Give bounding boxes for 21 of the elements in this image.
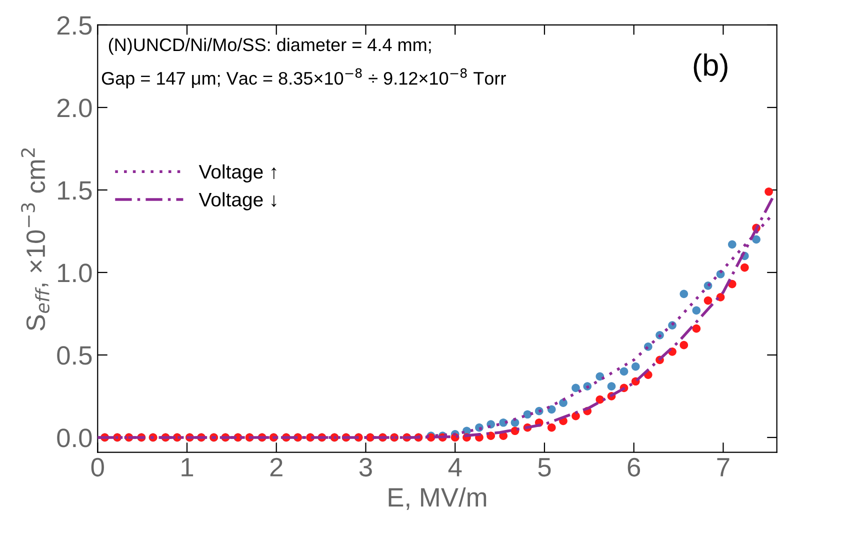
y-axis-title: S$_{eff}$, ×10$^{−3}$ cm$^{2}$ (21, 148, 50, 330)
x-tick-label: 0 (91, 458, 104, 477)
x-tick-label: 7 (717, 458, 730, 476)
legend-label: Voltage ↓ (198, 192, 276, 210)
y-tick-label: 0.5 (57, 346, 92, 365)
legend-label: Voltage ↑ (198, 164, 276, 183)
y-tick-label: 1.0 (58, 264, 92, 282)
y-tick-label: 1.5 (58, 181, 92, 200)
y-tick-label: 2.5 (57, 16, 92, 35)
annotation: (b) (694, 53, 728, 82)
x-tick-label: 6 (628, 458, 640, 477)
x-tick-label: 4 (448, 458, 462, 476)
x-tick-label: 2 (270, 458, 282, 476)
x-tick-label: 5 (538, 458, 551, 477)
x-axis-title: E, MV/m (388, 487, 486, 510)
y-tick-label: 0.0 (57, 428, 92, 448)
x-tick-label: 3 (359, 458, 372, 477)
y-tick-label: 2.0 (57, 98, 92, 118)
x-tick-label: 1 (182, 458, 194, 476)
annotation: (N)UNCD/Ni/Mo/SS: diameter = 4.4 mm; (108, 38, 431, 55)
annotation: Gap = 147 μm; Vac = 8.35×10$^{−8}$ ÷ 9.12×10$^{−8}$ Torr (102, 68, 506, 88)
